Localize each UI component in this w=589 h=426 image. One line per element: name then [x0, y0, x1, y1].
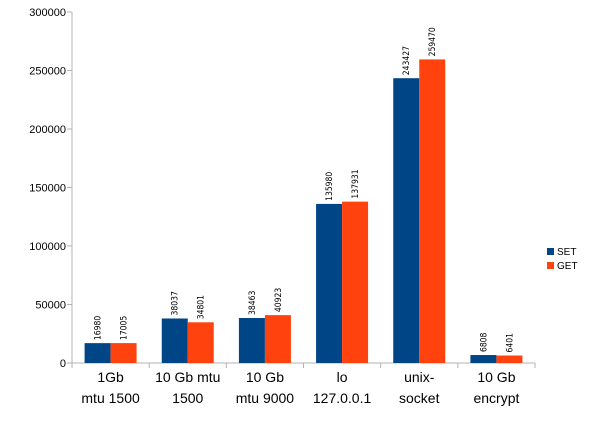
- bar-set: [161, 318, 188, 363]
- x-tick-label: encrypt: [473, 390, 519, 406]
- bar-get: [419, 59, 446, 363]
- x-tick-label: 1Gb: [97, 369, 124, 385]
- data-label: 17005: [120, 316, 130, 340]
- bar-get: [187, 322, 214, 363]
- x-tick-label: 10 Gb: [246, 369, 284, 385]
- data-label: 259470: [428, 27, 438, 56]
- x-tick-label: 1500: [172, 390, 203, 406]
- data-label: 34801: [197, 295, 207, 319]
- bar-set: [84, 343, 111, 363]
- data-label: 135980: [325, 172, 335, 201]
- legend-label: GET: [557, 261, 578, 272]
- y-tick-label: 300000: [29, 7, 66, 19]
- x-tick-label: 10 Gb mtu: [155, 369, 220, 385]
- data-label: 6808: [479, 332, 489, 352]
- legend-label: SET: [557, 247, 576, 258]
- bar-set: [316, 203, 343, 363]
- bar-get: [496, 355, 523, 363]
- y-tick-label: 150000: [29, 183, 66, 195]
- x-tick-label: lo: [337, 369, 348, 385]
- bar-get: [110, 343, 137, 363]
- y-tick-label: 0: [60, 358, 66, 370]
- x-tick-label: 127.0.0.1: [313, 390, 372, 406]
- data-labels: 16980 17005 38037 34801 38463 40923 135980 1379…: [94, 27, 516, 352]
- legend-swatch-set: [547, 248, 554, 255]
- bar-get: [264, 315, 291, 363]
- x-tick-label: socket: [399, 390, 440, 406]
- data-label: 243427: [402, 46, 412, 75]
- data-label: 6401: [505, 333, 515, 353]
- x-axis: 1Gb mtu 1500 10 Gb mtu 1500 10 Gb mtu 9000 lo 1…: [71, 362, 536, 406]
- data-label: 40923: [274, 288, 284, 312]
- data-label: 137931: [351, 169, 361, 198]
- data-label: 16980: [94, 316, 104, 340]
- bar-set: [238, 317, 265, 363]
- bar-get: [342, 201, 369, 363]
- y-tick-label: 200000: [29, 124, 66, 136]
- x-tick-label: mtu 1500: [81, 390, 140, 406]
- y-tick-label: 100000: [29, 241, 66, 253]
- y-tick-label: 50000: [35, 300, 66, 312]
- x-tick-label: mtu 9000: [236, 390, 295, 406]
- x-tick-label: unix-: [404, 369, 435, 385]
- x-tick-label: 10 Gb: [477, 369, 515, 385]
- data-label: 38463: [248, 291, 258, 315]
- y-axis: 0 50000 100000 150000 200000 250000 300000: [29, 7, 73, 370]
- bar-set: [393, 78, 420, 364]
- data-label: 38037: [171, 291, 181, 315]
- bars: [84, 59, 523, 364]
- legend-swatch-get: [547, 262, 554, 269]
- y-tick-label: 250000: [29, 66, 66, 78]
- bar-set: [470, 355, 497, 363]
- legend: SET GET: [547, 247, 578, 272]
